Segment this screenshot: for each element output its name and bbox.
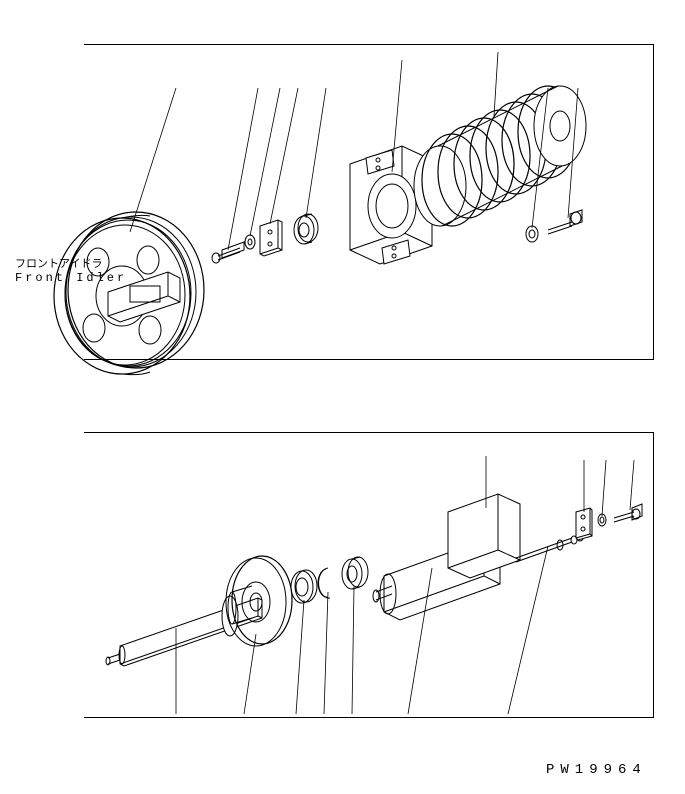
upper-assembly	[0, 0, 685, 400]
shaft-long	[106, 596, 262, 666]
bolt-lower	[614, 504, 642, 522]
seal-ring	[291, 570, 317, 603]
front-idler-wheel	[54, 212, 204, 375]
washer-tiny	[245, 235, 255, 249]
spacer-bushing	[294, 214, 318, 244]
bushing	[342, 557, 368, 589]
bolt-small	[212, 242, 244, 263]
grease-fitting	[516, 535, 583, 562]
lock-plate	[576, 508, 592, 540]
bracket-plate	[260, 220, 282, 256]
bolt-plate-washer-group	[212, 214, 318, 263]
lower-assembly	[0, 420, 685, 780]
bolt-right	[548, 210, 582, 234]
recoil-spring	[414, 86, 586, 226]
washer-right	[526, 226, 538, 242]
cylinder-body	[373, 494, 520, 620]
